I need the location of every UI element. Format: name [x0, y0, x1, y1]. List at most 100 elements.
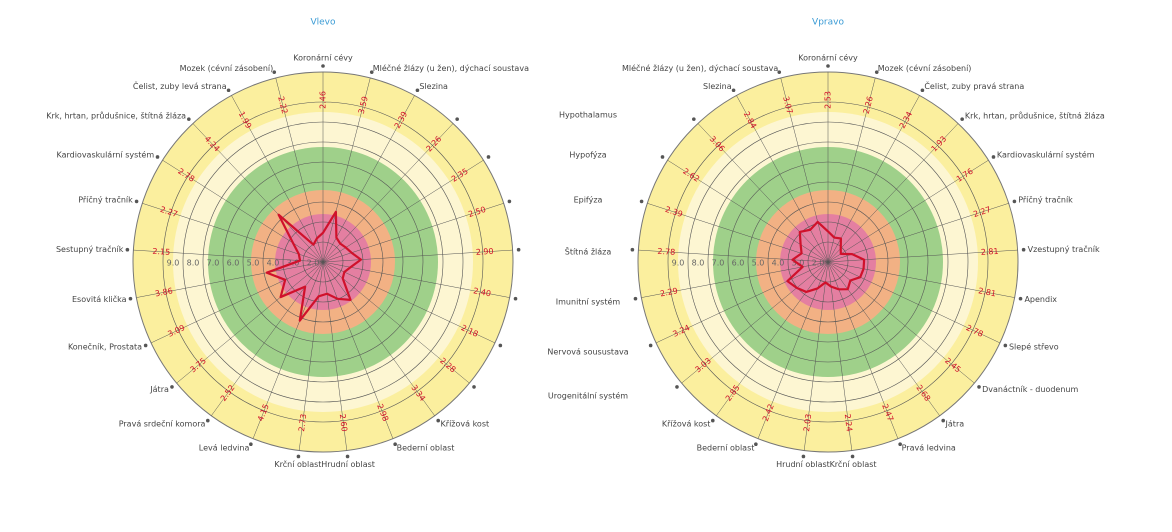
spoke: [655, 261, 829, 344]
spoke: [322, 261, 394, 439]
spoke-dot: [660, 155, 665, 159]
spoke: [757, 261, 829, 439]
spoke-dot: [249, 442, 253, 447]
spoke-dot: [731, 88, 736, 93]
spoke: [252, 261, 324, 439]
spoke: [827, 123, 959, 263]
spoke: [192, 123, 324, 263]
organ-label: Hypothalamus: [559, 111, 617, 120]
r-tick-label: 8.0: [692, 259, 705, 268]
category-label: Koronární cévy: [293, 53, 353, 63]
spoke: [231, 95, 324, 263]
category-label: Játra: [945, 419, 965, 428]
r-tick-label: 9.0: [672, 259, 685, 268]
spoke-dot: [125, 247, 130, 252]
spoke: [136, 261, 324, 298]
category-label: Křížová kost: [441, 419, 490, 428]
spoke-dot: [472, 385, 476, 389]
spoke-dot: [710, 418, 715, 423]
spoke: [322, 203, 504, 263]
value-label: 2.24: [843, 413, 854, 432]
spoke: [322, 261, 510, 298]
category-label: Krk, hrtan, průdušnice, štítná žláza: [965, 111, 1105, 121]
category-label: Mléčné žlázy (u žen), dýchací soustava: [373, 63, 529, 73]
category-label: Čelist, zuby levá strana: [133, 80, 227, 91]
spoke-dot: [296, 454, 301, 459]
spoke-dot: [272, 70, 277, 74]
value-label: 2.81: [981, 247, 999, 257]
category-label: Příčný tračník: [1018, 195, 1073, 205]
value-label: 2.46: [319, 91, 328, 109]
chart-title: Vpravo: [812, 18, 844, 28]
spoke-dot: [898, 442, 902, 447]
value-label: 2.40: [473, 286, 492, 298]
category-label: Pravá ledvina: [902, 443, 956, 452]
spoke-dot: [941, 418, 946, 423]
spoke-dot: [369, 70, 374, 74]
series-line: [786, 220, 866, 294]
spoke-dot: [455, 117, 459, 121]
category-label: Levá ledvina: [199, 443, 250, 452]
value-label: 2.73: [297, 413, 308, 432]
spoke-dot: [128, 296, 133, 301]
r-tick-label: 2.0: [812, 259, 825, 268]
spoke-dot: [187, 117, 191, 121]
spoke: [827, 95, 920, 263]
spoke-dot: [1012, 199, 1017, 204]
spoke: [697, 123, 829, 263]
value-label: 2.78: [657, 247, 675, 257]
spoke-dot: [977, 385, 981, 389]
spoke: [827, 261, 853, 451]
spoke: [298, 261, 324, 451]
spoke: [275, 77, 324, 263]
value-label: 2.60: [338, 413, 349, 432]
spoke: [827, 249, 1018, 263]
r-tick-label: 6.0: [227, 259, 240, 268]
spoke-dot: [436, 418, 441, 423]
spoke: [827, 261, 899, 439]
spoke-dot: [648, 343, 653, 348]
spoke: [322, 77, 371, 263]
spoke: [322, 261, 496, 344]
spoke-dot: [1021, 247, 1026, 252]
spoke-dot: [507, 199, 512, 204]
category-label: Příčný tračník: [78, 195, 133, 205]
spoke: [638, 249, 829, 263]
category-label: Bederní oblast: [697, 443, 755, 452]
value-label: 2.53: [824, 91, 833, 109]
value-label: 2.22: [276, 95, 289, 114]
spoke-dot: [513, 296, 518, 301]
category-label: Krční oblast: [830, 459, 877, 469]
category-label: Bederní oblast: [397, 443, 455, 452]
spoke: [827, 261, 1001, 344]
r-tick-label: 7.0: [207, 259, 220, 268]
spoke: [322, 95, 415, 263]
spoke: [150, 261, 324, 344]
spoke-dot: [155, 155, 160, 159]
category-label: Vzestupný tračník: [1028, 244, 1100, 254]
spoke: [681, 261, 829, 384]
category-label: Hrudní oblast: [321, 460, 375, 469]
spoke: [641, 261, 829, 298]
spoke: [827, 261, 1015, 298]
spoke-dot: [1003, 343, 1008, 348]
spoke-dot: [639, 199, 644, 204]
r-tick-label: 4.0: [772, 259, 785, 268]
category-label: Krční oblast: [274, 459, 321, 469]
spoke-dot: [1018, 296, 1023, 301]
spoke: [827, 203, 1009, 263]
value-label: 2.90: [476, 247, 494, 257]
spoke: [827, 77, 876, 263]
category-label: Slezina: [703, 82, 732, 91]
spoke: [322, 159, 484, 263]
spoke: [827, 261, 975, 384]
category-label: Kardiovaskulární systém: [56, 149, 154, 159]
category-label: Játra: [149, 385, 169, 394]
spoke-dot: [692, 117, 696, 121]
organ-label: Nervová sousustava: [547, 348, 628, 357]
category-label: Sestupný tračník: [56, 244, 124, 254]
spoke-dot: [486, 155, 491, 159]
category-label: Krk, hrtan, průdušnice, štítná žláza: [46, 111, 186, 121]
category-label: Esovitá klička: [72, 294, 127, 304]
spoke-dot: [991, 155, 996, 159]
